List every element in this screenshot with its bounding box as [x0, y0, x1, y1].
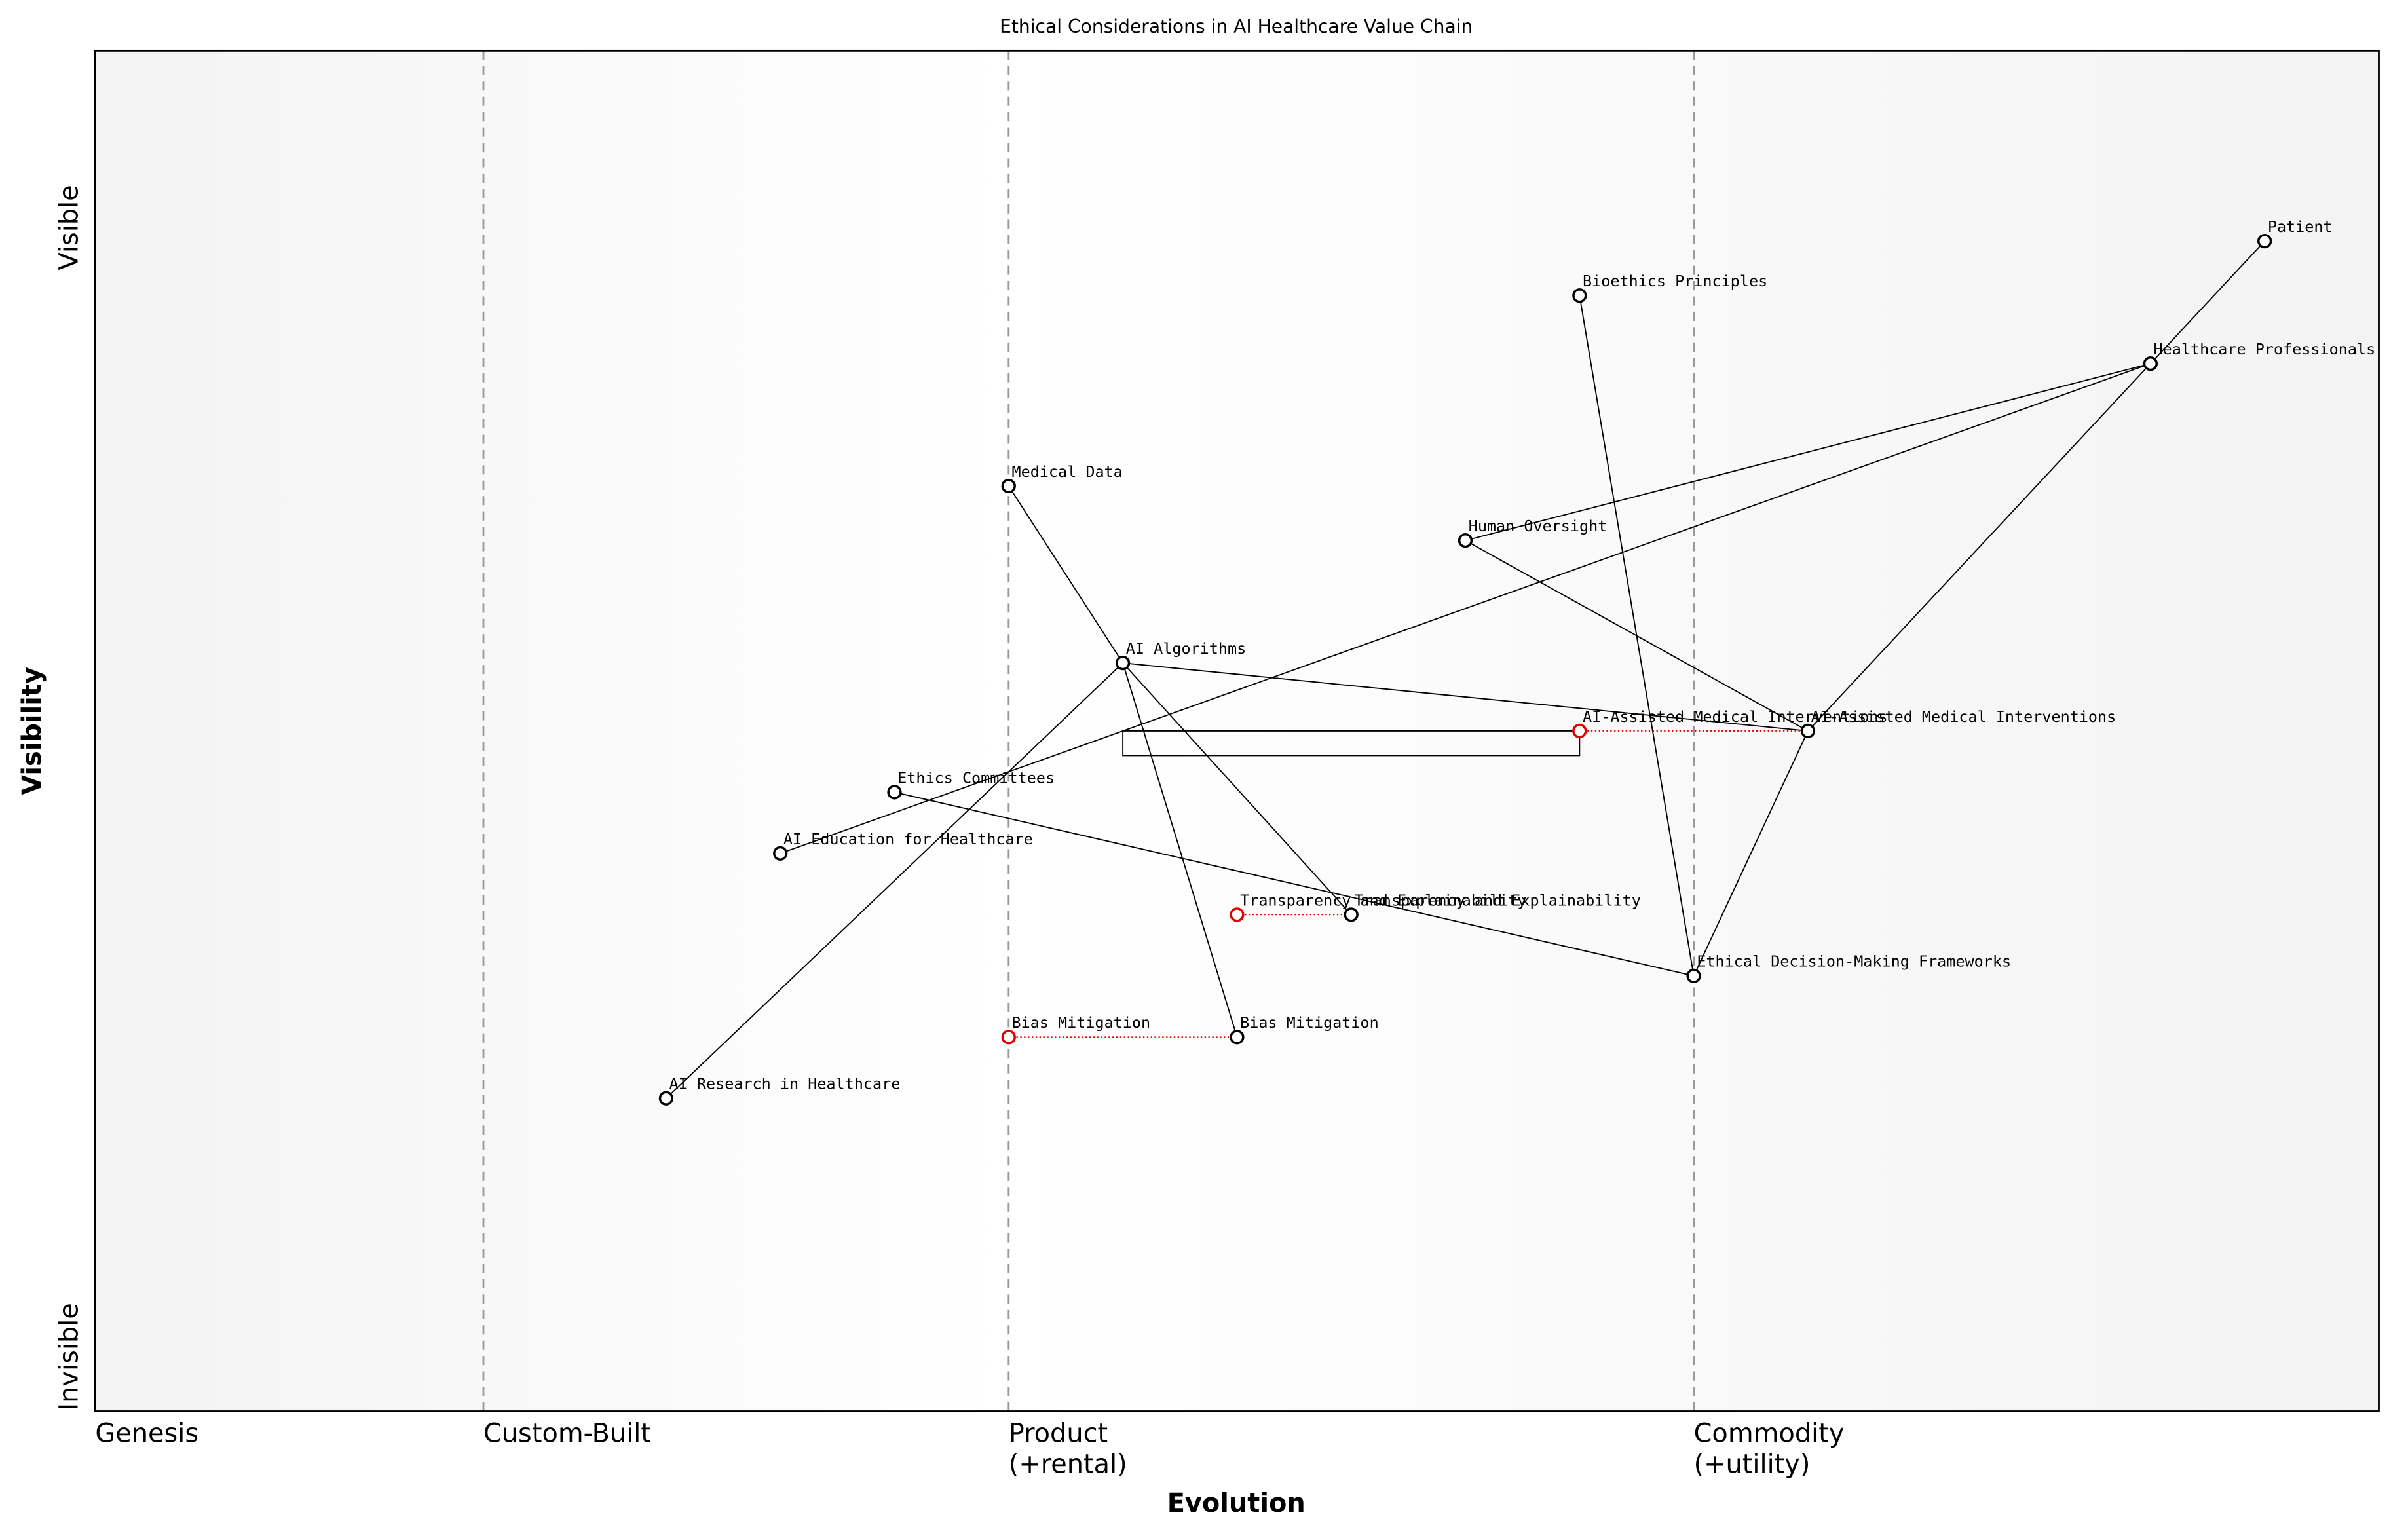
evolve-label: Transparency and Explainability	[1240, 891, 1526, 909]
component	[1115, 655, 1131, 671]
component-label: Bias Mitigation	[1240, 1013, 1379, 1032]
link	[2150, 240, 2265, 364]
component-label: AI Research in Healthcare	[669, 1075, 901, 1093]
link	[1465, 540, 1809, 732]
component-label: Patient	[2268, 217, 2333, 236]
evolve-node	[1001, 1030, 1016, 1045]
link	[666, 662, 1123, 1099]
link	[1122, 662, 1238, 1038]
component	[2257, 234, 2272, 249]
component-label: Ethical Decision-Making Frameworks	[1697, 952, 2011, 971]
component	[1458, 533, 1473, 548]
link	[894, 791, 1694, 977]
component	[1686, 968, 1701, 983]
x-tick-label: Genesis	[95, 1419, 199, 1450]
x-tick-label: Commodity (+utility)	[1693, 1419, 1845, 1480]
component-label: AI-Assisted Medical Interventions	[1811, 707, 2116, 726]
x-tick-label: Custom-Built	[483, 1419, 652, 1450]
pipeline	[1122, 730, 1581, 757]
component	[2143, 356, 2158, 371]
component-label: Bioethics Principles	[1583, 272, 1767, 290]
component	[887, 785, 902, 800]
link	[1465, 363, 2151, 542]
plot-frame	[94, 49, 2380, 1412]
component-label: AI Education for Healthcare	[783, 830, 1033, 848]
y-axis-title: Visibility	[17, 667, 47, 795]
evolve-label: AI-Assisted Medical Interventions	[1583, 707, 1888, 726]
component-label: Medical Data	[1011, 462, 1122, 481]
component-label: Healthcare Professionals	[2154, 340, 2376, 358]
link	[1123, 662, 1809, 732]
link	[1008, 485, 1123, 664]
link	[1693, 730, 1809, 977]
component	[1001, 478, 1016, 494]
link	[1807, 363, 2151, 732]
component	[1572, 288, 1587, 303]
evolve-label: Bias Mitigation	[1011, 1013, 1150, 1032]
component	[1344, 907, 1359, 922]
chart-title: Ethical Considerations in AI Healthcare …	[1000, 16, 1473, 37]
x-axis-title: Evolution	[1167, 1488, 1306, 1518]
y-tick-label: Invisible	[54, 1303, 84, 1410]
evolve-node	[1230, 907, 1245, 922]
y-tick-label: Visible	[54, 185, 84, 270]
component-label: Human Oversight	[1469, 517, 1608, 535]
evolve-node	[1572, 723, 1587, 739]
component-label: Ethics Committees	[897, 768, 1055, 787]
component	[1800, 723, 1816, 739]
component-label: Transparency and Explainability	[1354, 891, 1640, 909]
component-label: AI Algorithms	[1126, 639, 1246, 658]
component	[1230, 1030, 1245, 1045]
x-tick-label: Product (+rental)	[1008, 1419, 1127, 1480]
link	[1122, 662, 1352, 915]
component	[658, 1091, 674, 1106]
component	[773, 846, 788, 861]
